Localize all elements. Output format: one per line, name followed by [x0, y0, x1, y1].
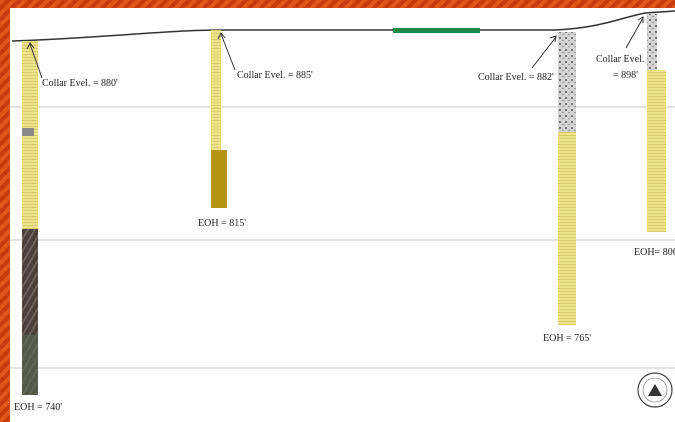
- cross-section: Collar Evel. = 880' Collar Evel. = 885' …: [0, 0, 675, 422]
- eoh-label: EOH= 806: [634, 247, 675, 258]
- eoh-label: EOH = 740': [14, 402, 62, 413]
- collar-label: Collar Evel. = 880': [42, 78, 118, 89]
- hole-1: [22, 41, 38, 395]
- collar-label: Collar Evel.: [596, 54, 644, 65]
- collar-label: Collar Evel. = 885': [237, 70, 313, 81]
- green-marker: [393, 28, 480, 33]
- collar-label: = 898': [613, 70, 638, 81]
- hole-3: [558, 32, 576, 325]
- logo: [638, 373, 672, 407]
- eoh-label: EOH = 815': [198, 218, 246, 229]
- eoh-label: EOH = 765': [543, 333, 591, 344]
- collar-label: Collar Evel. = 882': [478, 72, 554, 83]
